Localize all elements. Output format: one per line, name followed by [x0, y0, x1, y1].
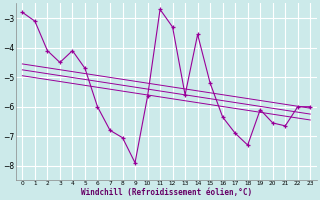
X-axis label: Windchill (Refroidissement éolien,°C): Windchill (Refroidissement éolien,°C): [81, 188, 252, 197]
